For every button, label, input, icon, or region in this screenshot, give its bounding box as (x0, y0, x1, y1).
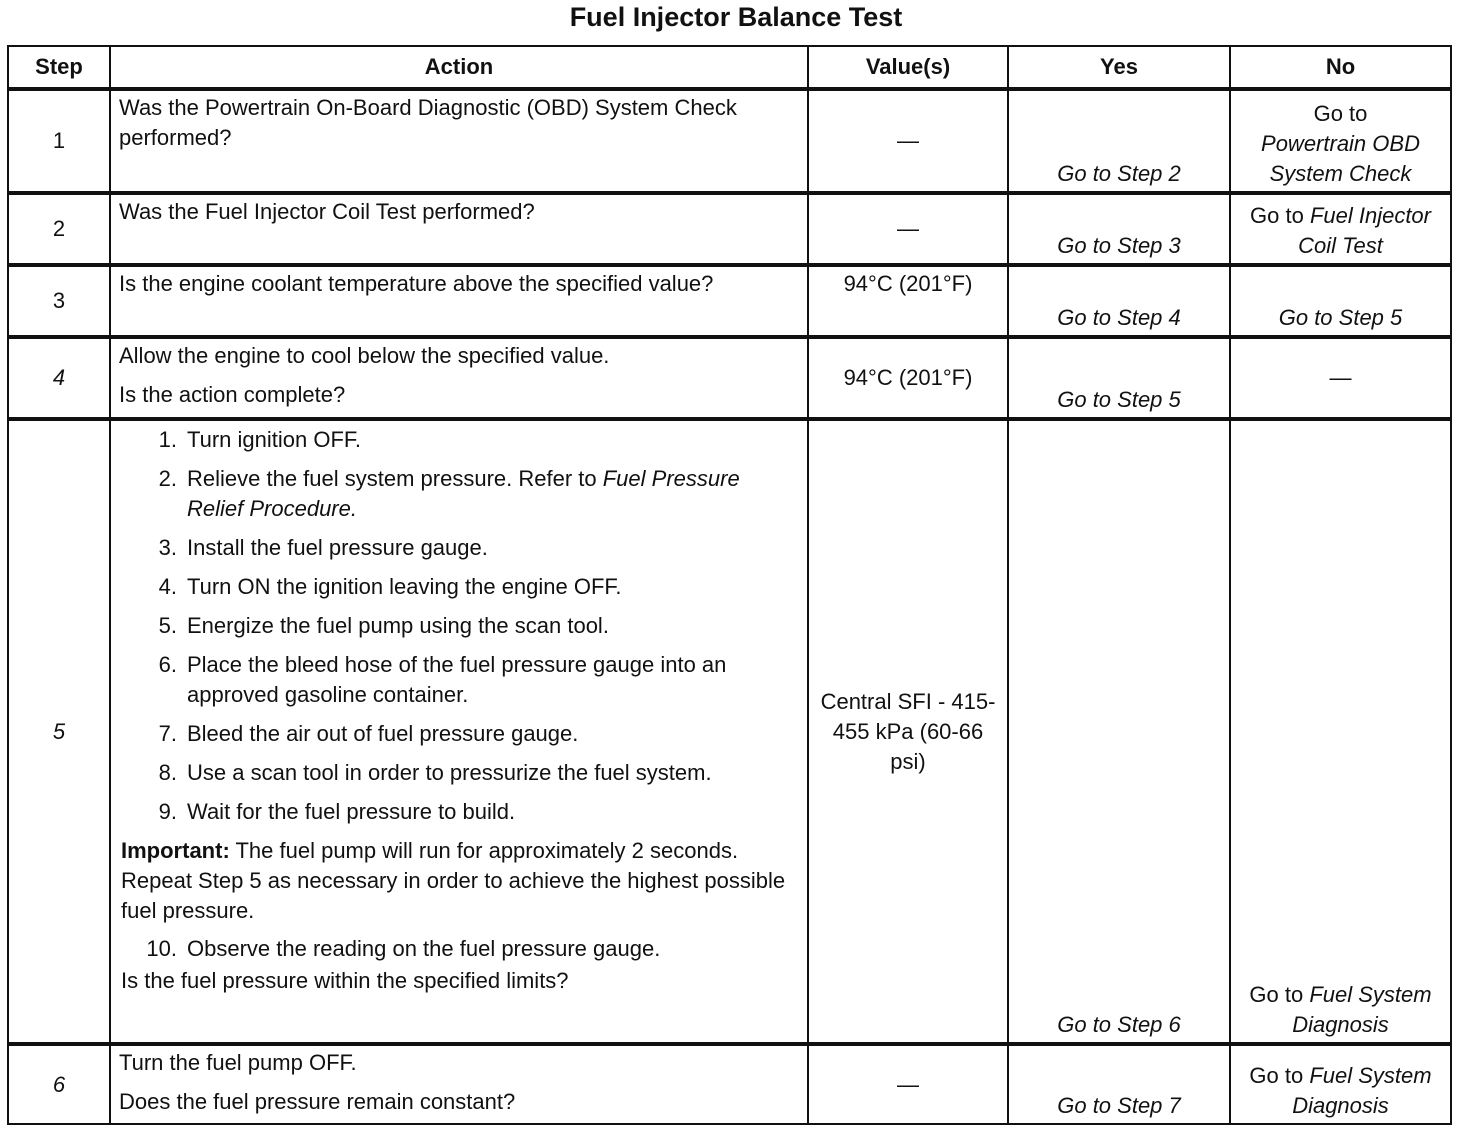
value-cell: 94°C (201°F) (807, 263, 1009, 338)
no-cell: — (1229, 335, 1452, 420)
action-cell: Turn the fuel pump OFF. Does the fuel pre… (109, 1042, 809, 1125)
no-cell: Go to Step 5 (1229, 263, 1452, 338)
important-text: The fuel pump will run for approximately… (121, 838, 786, 923)
action-text: Turn the fuel pump OFF. (119, 1050, 357, 1075)
header-action: Action (109, 45, 809, 91)
list-item: 10. Observe the reading on the fuel press… (119, 934, 801, 964)
no-link: Powertrain OBD System Check (1261, 131, 1420, 186)
action-question: Is the fuel pressure within the specifie… (121, 968, 569, 993)
no-text: Go to (1249, 1063, 1304, 1088)
header-yes: Yes (1007, 45, 1231, 91)
action-cell: Was the Powertrain On-Board Diagnostic (… (109, 87, 809, 194)
value-cell: — (807, 1042, 1009, 1125)
item-text: Place the bleed hose of the fuel pressur… (187, 652, 727, 707)
procedure-list-cont: 10. Observe the reading on the fuel press… (119, 934, 801, 964)
step-number: 3 (7, 263, 111, 338)
no-cell: Go to Powertrain OBD System Check (1229, 87, 1452, 194)
page-title: Fuel Injector Balance Test (569, 2, 903, 32)
step-number: 6 (7, 1042, 111, 1125)
no-text: Go to (1249, 982, 1304, 1007)
step-number: 2 (7, 191, 111, 266)
yes-cell: Go to Step 5 (1007, 335, 1231, 420)
important-note: Important: The fuel pump will run for ap… (121, 836, 801, 926)
table-row: 3 Is the engine coolant temperature abov… (7, 263, 1452, 338)
table-row: 2 Was the Fuel Injector Coil Test perfor… (7, 191, 1452, 266)
item-number: 10. (146, 936, 177, 961)
header-step: Step (7, 45, 111, 91)
item-text: Use a scan tool in order to pressurize t… (187, 760, 712, 785)
table-row: 1 Was the Powertrain On-Board Diagnostic… (7, 87, 1452, 194)
yes-cell: Go to Step 6 (1007, 417, 1231, 1045)
value-cell: Central SFI - 415-455 kPa (60-66 psi) (807, 417, 1009, 1045)
item-number: 7. (158, 721, 177, 746)
item-text: Wait for the fuel pressure to build. (187, 799, 516, 824)
item-number: 9. (158, 799, 177, 824)
yes-cell: Go to Step 4 (1007, 263, 1231, 338)
item-number: 3. (158, 535, 177, 560)
yes-cell: Go to Step 3 (1007, 191, 1231, 266)
value-cell: — (807, 191, 1009, 266)
table-row: 6 Turn the fuel pump OFF. Does the fuel p… (7, 1042, 1452, 1125)
important-label: Important: (121, 838, 230, 863)
no-cell: Go to Fuel System Diagnosis (1229, 1042, 1452, 1125)
action-text: Is the engine coolant temperature above … (119, 271, 714, 296)
value-cell: 94°C (201°F) (807, 335, 1009, 420)
table-row: 4 Allow the engine to cool below the spe… (7, 335, 1452, 420)
action-cell: Allow the engine to cool below the speci… (109, 335, 809, 420)
no-text: Go to (1250, 203, 1304, 228)
list-item: 8. Use a scan tool in order to pressurize… (119, 758, 801, 788)
item-number: 8. (158, 760, 177, 785)
item-number: 4. (158, 574, 177, 599)
item-number: 6. (158, 652, 177, 677)
list-item: 7. Bleed the air out of fuel pressure gau… (119, 719, 801, 749)
action-cell: Was the Fuel Injector Coil Test performe… (109, 191, 809, 266)
value-cell: — (807, 87, 1009, 194)
item-text: Observe the reading on the fuel pressure… (187, 936, 661, 961)
action-text: Was the Powertrain On-Board Diagnostic (… (119, 95, 737, 150)
action-cell: 1. Turn ignition OFF. 2. Relieve the fuel s… (109, 417, 809, 1045)
item-text: Bleed the air out of fuel pressure gauge… (187, 721, 579, 746)
item-text: Install the fuel pressure gauge. (187, 535, 488, 560)
step-number: 5 (7, 417, 111, 1045)
list-item: 4. Turn ON the ignition leaving the engin… (119, 572, 801, 602)
action-question: Is the action complete? (119, 382, 346, 407)
no-link: Fuel System Diagnosis (1292, 1063, 1432, 1118)
no-link: Fuel System Diagnosis (1292, 982, 1432, 1037)
header-values: Value(s) (807, 45, 1009, 91)
item-number: 2. (158, 466, 177, 491)
list-item: 1. Turn ignition OFF. (119, 425, 801, 455)
no-cell: Go to Fuel Injector Coil Test (1229, 191, 1452, 266)
step-number: 1 (7, 87, 111, 194)
diagnostic-table: Step Action Value(s) Yes No 1 Was the Po… (7, 45, 1452, 1125)
no-text: Go to (1313, 101, 1368, 126)
item-text: Energize the fuel pump using the scan to… (187, 613, 609, 638)
list-item: 9. Wait for the fuel pressure to build. (119, 797, 801, 827)
item-number: 5. (158, 613, 177, 638)
list-item: 3. Install the fuel pressure gauge. (119, 533, 801, 563)
item-text: Turn ON the ignition leaving the engine … (187, 574, 622, 599)
no-cell: Go to Fuel System Diagnosis (1229, 417, 1452, 1045)
yes-cell: Go to Step 2 (1007, 87, 1231, 194)
list-item: 5. Energize the fuel pump using the scan … (119, 611, 801, 641)
header-no: No (1229, 45, 1452, 91)
header-row: Step Action Value(s) Yes No (7, 45, 1452, 91)
table-row: 5 1. Turn ignition OFF. 2. Relieve the fuel… (7, 417, 1452, 1045)
action-question: Does the fuel pressure remain constant? (119, 1089, 516, 1114)
step-number: 4 (7, 335, 111, 420)
no-link: Fuel Injector Coil Test (1298, 203, 1431, 258)
action-cell: Is the engine coolant temperature above … (109, 263, 809, 338)
action-text: Allow the engine to cool below the speci… (119, 343, 610, 368)
yes-cell: Go to Step 7 (1007, 1042, 1231, 1125)
list-item: 2. Relieve the fuel system pressure. Refe… (119, 464, 801, 524)
item-text: Relieve the fuel system pressure. Refer … (187, 466, 740, 521)
list-item: 6. Place the bleed hose of the fuel press… (119, 650, 801, 710)
action-text: Was the Fuel Injector Coil Test performe… (119, 199, 535, 224)
item-text: Turn ignition OFF. (187, 427, 362, 452)
procedure-list: 1. Turn ignition OFF. 2. Relieve the fuel s… (119, 425, 801, 827)
item-number: 1. (158, 427, 177, 452)
